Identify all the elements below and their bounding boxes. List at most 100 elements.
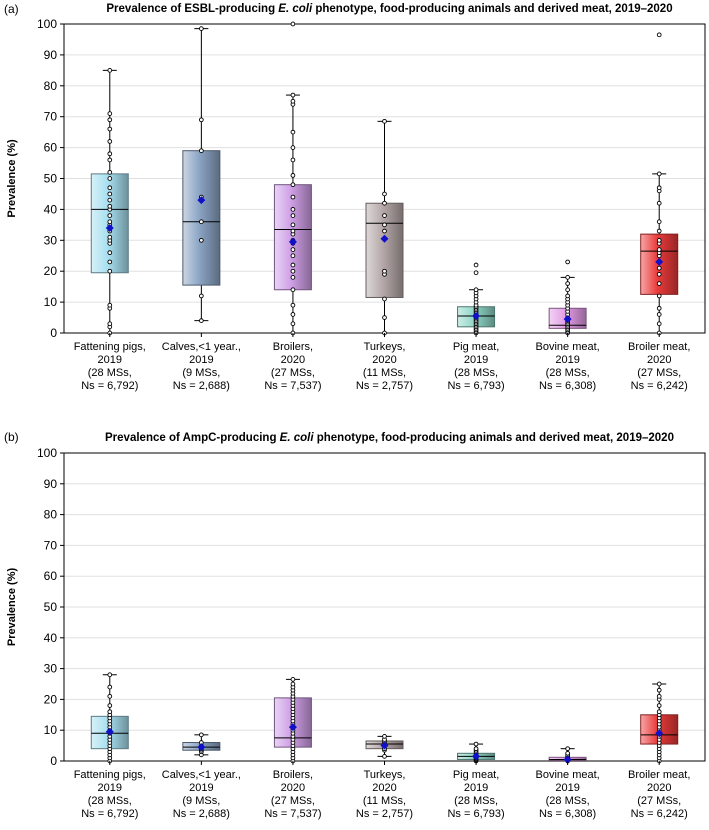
x-tick-label: Bovine meat, [536, 769, 600, 781]
data-point [107, 250, 113, 256]
mean-marker [288, 723, 297, 732]
y-axis-label: Prevalence (%) [6, 139, 18, 218]
data-point [656, 312, 662, 317]
panel-b: (b) Prevalence of AmpC-producing E. coli… [0, 412, 709, 825]
data-point [473, 741, 479, 747]
data-point [565, 281, 570, 286]
data-point [107, 709, 113, 715]
x-tick-label: Ns = 6,793) [447, 380, 504, 392]
data-point [199, 117, 204, 123]
data-point [565, 287, 570, 293]
data-point [107, 234, 113, 240]
x-tick-label: Ns = 6,308) [539, 808, 596, 820]
data-point [382, 222, 387, 228]
box-group [457, 262, 496, 336]
data-point [382, 268, 387, 274]
data-point [656, 321, 662, 327]
data-point [199, 26, 204, 31]
data-point [107, 672, 113, 678]
data-point [290, 681, 296, 687]
x-tick-label: Ns = 2,757) [356, 380, 413, 392]
data-point [382, 228, 387, 234]
x-tick-label: (11 MSs, [363, 367, 406, 379]
box-iqr [273, 184, 312, 291]
x-tick-label: Broilers, [273, 769, 313, 781]
data-point [107, 197, 113, 203]
x-tick-label: Bovine meat, [536, 341, 600, 353]
x-tick-label: Pig meat, [453, 341, 499, 353]
data-point [382, 754, 387, 759]
data-point [107, 703, 113, 708]
y-tick-label: 100 [37, 17, 57, 31]
data-point [199, 148, 204, 154]
y-tick-label: 10 [44, 723, 58, 737]
mean-marker [472, 312, 481, 321]
x-tick-label: 2019 [189, 354, 213, 366]
mean-marker [563, 315, 572, 324]
data-point [656, 219, 662, 225]
chart-title-prefix: Prevalence of ESBL-producing [106, 3, 278, 15]
data-point [656, 185, 662, 191]
data-point [382, 315, 387, 320]
data-point [656, 200, 662, 206]
y-tick-label: 90 [44, 477, 58, 491]
x-tick-label: (28 MSs, [88, 367, 132, 379]
data-point [565, 746, 570, 752]
data-point [107, 67, 113, 73]
y-tick-label: 50 [44, 600, 58, 614]
data-point [290, 268, 296, 274]
y-tick-label: 100 [37, 446, 57, 460]
data-point [290, 92, 296, 98]
mean-marker [105, 223, 114, 232]
data-point [290, 213, 296, 218]
panel-a-label: (a) [4, 2, 19, 16]
data-point [107, 191, 113, 197]
x-tick-label: 2019 [98, 354, 122, 366]
y-tick-label: 40 [44, 631, 58, 645]
data-point [656, 171, 662, 177]
data-point [290, 21, 296, 27]
data-point [656, 237, 662, 243]
data-point [199, 237, 204, 243]
x-tick-label: Broiler meat, [628, 341, 690, 353]
x-tick-label: Pig meat, [453, 769, 499, 781]
data-point [473, 270, 479, 276]
mean-marker [380, 741, 389, 750]
data-point [290, 98, 296, 104]
data-point [290, 145, 296, 150]
x-tick-label: Ns = 2,688) [173, 808, 230, 820]
data-point [473, 287, 479, 293]
data-point [107, 111, 113, 116]
x-tick-label: Ns = 6,308) [539, 380, 596, 392]
data-point [656, 247, 662, 252]
y-tick-label: 0 [50, 326, 57, 340]
x-tick-label: (28 MSs, [454, 367, 498, 379]
chart-b-svg: Prevalence of AmpC-producing E. coli phe… [6, 432, 706, 820]
data-point [656, 281, 662, 286]
box-group [457, 741, 496, 764]
panel-a: (a) Prevalence of ESBL-producing E. coli… [0, 0, 709, 412]
chart-title-italic: E. coli [280, 432, 315, 444]
x-tick-label: Calves,<1 year., [162, 341, 241, 353]
data-point [107, 213, 113, 218]
box-group [640, 681, 679, 764]
y-tick-label: 20 [44, 264, 58, 278]
y-tick-label: 50 [44, 172, 58, 186]
mean-marker [197, 196, 206, 205]
x-tick-label: (28 MSs, [546, 367, 590, 379]
x-tick-label: (28 MSs, [88, 795, 132, 807]
data-point [565, 275, 570, 280]
mean-marker [655, 257, 664, 266]
panel-b-label: (b) [4, 430, 19, 444]
data-point [107, 126, 113, 132]
y-tick-label: 80 [44, 508, 58, 522]
x-tick-label: Turkeys, [364, 769, 406, 781]
box-group [90, 67, 129, 336]
data-point [656, 687, 662, 693]
x-tick-label: 2020 [647, 782, 671, 794]
chart-a-svg: Prevalence of ESBL-producing E. coli phe… [6, 3, 706, 392]
x-tick-label: 2019 [98, 782, 122, 794]
data-point [290, 222, 296, 228]
box-group [548, 746, 587, 764]
x-tick-label: Ns = 6,792) [81, 808, 138, 820]
